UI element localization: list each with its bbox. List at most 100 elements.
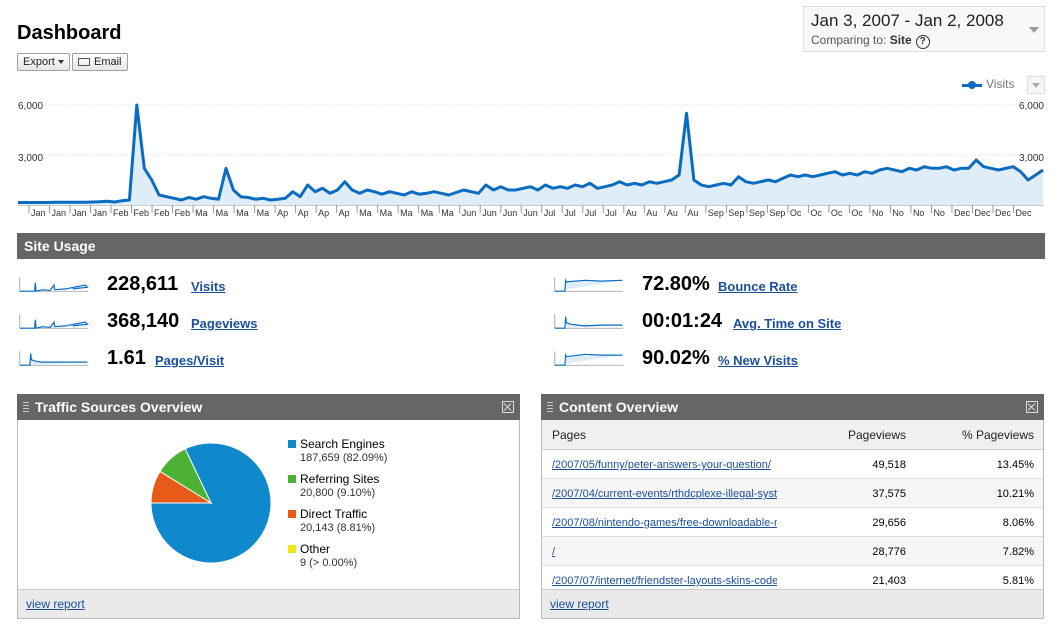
x-tick-label: Ma — [257, 208, 270, 218]
column-header-pageviews: Pageviews — [847, 428, 906, 442]
x-tick-label: Au — [646, 208, 657, 218]
email-label: Email — [94, 56, 122, 68]
comparing-label: Comparing to: Site? — [811, 33, 930, 49]
x-tick-label: Dec — [995, 208, 1012, 218]
close-icon[interactable] — [502, 401, 514, 413]
source-detail: 20,143 (8.81%) — [300, 522, 376, 534]
metric-link[interactable]: Pages/Visit — [155, 353, 225, 368]
metric-link[interactable]: Bounce Rate — [718, 279, 798, 294]
email-button[interactable]: Email — [72, 53, 128, 71]
sparkline — [19, 314, 89, 329]
pageviews-cell: 28,776 — [872, 546, 906, 558]
legend-line-icon — [962, 80, 982, 90]
pct-pageviews-cell: 10.21% — [996, 488, 1034, 500]
x-tick-label: Feb — [154, 208, 170, 218]
metric-value: 90.02% — [642, 347, 710, 369]
x-tick-label: Jul — [544, 208, 556, 218]
source-detail: 20,800 (9.10%) — [300, 487, 376, 499]
table-row: /2007/08/nintendo-games/free-downloadabl… — [542, 508, 1043, 537]
metric-link[interactable]: Avg. Time on Site — [733, 316, 842, 331]
comparing-prefix: Comparing to: — [811, 33, 887, 47]
visits-area — [18, 105, 1043, 205]
page-link[interactable]: /2007/07/internet/friendster-layouts-ski… — [552, 575, 777, 587]
page-link[interactable]: /2007/04/current-events/rthdcplexe-illeg… — [552, 488, 777, 500]
traffic-pie-chart — [150, 442, 272, 564]
sparkline-path — [554, 352, 623, 366]
sparkline — [554, 277, 624, 292]
export-label: Export — [23, 56, 55, 68]
site-usage-header: Site Usage — [17, 233, 1045, 259]
export-button[interactable]: Export — [17, 53, 70, 71]
page-title: Dashboard — [17, 22, 122, 44]
metric-avg-time-on-site: 00:01:24 Avg. Time on Site — [554, 310, 974, 336]
sparkline-path — [19, 282, 89, 292]
x-tick-label: Ma — [236, 208, 249, 218]
x-tick-label: Ma — [421, 208, 434, 218]
envelope-icon — [78, 58, 90, 67]
metric-value: 72.80% — [642, 273, 710, 295]
x-tick-label: Jul — [564, 208, 576, 218]
pageviews-cell: 29,656 — [872, 517, 906, 529]
x-tick-label: Dec — [974, 208, 991, 218]
pct-pageviews-cell: 5.81% — [1002, 575, 1034, 587]
legend-swatch — [288, 475, 296, 483]
x-tick-label: Dec — [954, 208, 971, 218]
x-tick-label: Dec — [1015, 208, 1032, 218]
help-icon[interactable]: ? — [915, 35, 930, 49]
x-tick-label: Jun — [503, 208, 518, 218]
traffic-sources-header: Traffic Sources Overview — [17, 394, 520, 420]
pageviews-cell: 21,403 — [872, 575, 906, 587]
page-link[interactable]: / — [552, 546, 556, 558]
x-tick-label: Jun — [462, 208, 477, 218]
x-tick-label: Ap — [277, 208, 288, 218]
sparkline-axis — [554, 314, 624, 329]
legend-swatch — [288, 440, 296, 448]
date-dropdown-icon[interactable] — [1029, 27, 1039, 33]
x-tick-label: No — [913, 208, 925, 218]
sparkline-path — [19, 353, 88, 366]
view-report-link[interactable]: view report — [26, 597, 85, 611]
x-tick-label: Sep — [769, 208, 785, 218]
x-tick-label: Ma — [195, 208, 208, 218]
drag-handle-icon[interactable] — [547, 402, 553, 412]
page-link[interactable]: /2007/08/nintendo-games/free-downloadabl… — [552, 517, 777, 529]
sparkline — [554, 351, 624, 366]
x-tick-label: Sep — [708, 208, 724, 218]
column-header-pct-pageviews: % Pageviews — [961, 428, 1034, 442]
view-report-link[interactable]: view report — [550, 597, 609, 611]
series-dropdown-button[interactable] — [1027, 76, 1045, 94]
x-tick-label: Jul — [585, 208, 597, 218]
page-link[interactable]: /2007/05/funny/peter-answers-your-questi… — [552, 459, 771, 471]
x-tick-label: Jun — [482, 208, 497, 218]
sparkline-path — [554, 316, 623, 329]
metric-value: 228,611 — [107, 273, 179, 295]
legend-swatch — [288, 545, 296, 553]
metric-value: 00:01:24 — [642, 310, 723, 332]
x-tick-label: Jan — [93, 208, 108, 218]
y-tick-right-top: 6,000 — [1019, 101, 1044, 112]
x-tick-label: Jan — [72, 208, 87, 218]
metric-link[interactable]: Pageviews — [191, 316, 258, 331]
y-tick-left-top: 6,000 — [18, 101, 43, 112]
x-tick-label: Au — [687, 208, 698, 218]
x-tick-label: Ma — [359, 208, 372, 218]
x-tick-label: Sep — [749, 208, 765, 218]
x-tick-label: Ap — [339, 208, 350, 218]
traffic-footer: view report — [18, 589, 519, 618]
metric-value: 1.61 — [107, 347, 146, 369]
pie-slice-search-engines — [150, 442, 272, 564]
sparkline-path — [19, 319, 89, 329]
legend-swatch — [288, 510, 296, 518]
metric-link[interactable]: % New Visits — [718, 353, 798, 368]
visits-line — [18, 103, 1044, 204]
close-icon[interactable] — [1026, 401, 1038, 413]
chart-legend: Visits — [962, 77, 1014, 91]
metric-link[interactable]: Visits — [191, 279, 226, 294]
x-tick-label: Jan — [31, 208, 46, 218]
date-range-picker[interactable]: Jan 3, 2007 - Jan 2, 2008 Comparing to: … — [803, 6, 1045, 52]
pageviews-cell: 49,518 — [872, 459, 906, 471]
x-tick-label: Oc — [790, 208, 802, 218]
x-tick-label: Jun — [523, 208, 538, 218]
drag-handle-icon[interactable] — [23, 402, 29, 412]
traffic-sources-title: Traffic Sources Overview — [35, 399, 203, 415]
